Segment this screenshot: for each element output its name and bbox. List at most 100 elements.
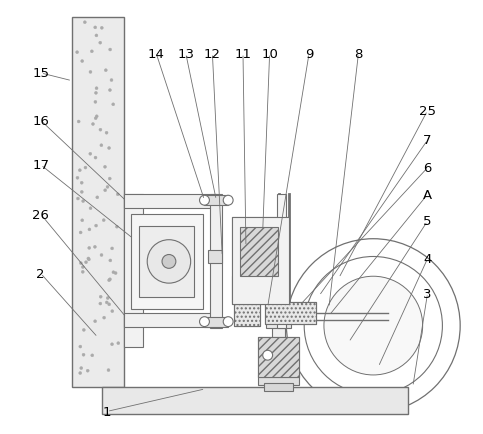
Circle shape <box>108 303 111 306</box>
Bar <box>264 383 293 391</box>
Circle shape <box>102 219 105 222</box>
Text: 1: 1 <box>102 405 111 418</box>
Circle shape <box>99 296 102 299</box>
Circle shape <box>162 255 176 269</box>
Text: 3: 3 <box>423 287 432 300</box>
Circle shape <box>105 132 108 135</box>
Circle shape <box>79 345 82 348</box>
Circle shape <box>78 169 81 172</box>
Text: 11: 11 <box>234 47 252 60</box>
Circle shape <box>79 372 82 375</box>
Bar <box>240 227 278 276</box>
Circle shape <box>79 262 82 265</box>
Bar <box>72 17 124 387</box>
Circle shape <box>77 121 80 124</box>
Bar <box>265 302 316 324</box>
Circle shape <box>76 52 79 55</box>
Circle shape <box>115 226 118 229</box>
Circle shape <box>112 104 114 106</box>
Circle shape <box>88 247 91 250</box>
Circle shape <box>94 118 97 120</box>
Bar <box>266 316 291 328</box>
Circle shape <box>87 257 90 260</box>
Circle shape <box>111 247 114 250</box>
Bar <box>209 250 222 264</box>
Bar <box>211 195 222 328</box>
Bar <box>232 217 289 304</box>
Circle shape <box>94 157 97 160</box>
Circle shape <box>85 261 87 264</box>
Circle shape <box>199 196 210 206</box>
Circle shape <box>116 194 119 196</box>
Circle shape <box>91 123 95 126</box>
Bar <box>204 196 228 206</box>
Bar <box>240 227 278 276</box>
Circle shape <box>87 258 90 261</box>
Text: 6: 6 <box>424 162 432 175</box>
Circle shape <box>95 92 98 95</box>
Circle shape <box>199 317 210 327</box>
Circle shape <box>79 231 82 234</box>
Circle shape <box>263 351 272 360</box>
Circle shape <box>84 167 87 170</box>
Bar <box>265 302 316 324</box>
Circle shape <box>324 276 423 375</box>
Circle shape <box>84 22 86 25</box>
Bar <box>271 324 285 381</box>
Circle shape <box>80 182 83 185</box>
Text: 25: 25 <box>419 105 436 118</box>
Bar <box>234 304 260 326</box>
Text: 16: 16 <box>32 115 49 128</box>
Bar <box>124 195 143 348</box>
Circle shape <box>81 271 84 274</box>
Bar <box>232 276 258 302</box>
Text: 15: 15 <box>32 67 49 80</box>
Circle shape <box>102 316 106 319</box>
Circle shape <box>99 42 102 45</box>
Bar <box>124 313 217 327</box>
Circle shape <box>93 246 97 249</box>
Circle shape <box>76 177 79 180</box>
Circle shape <box>81 219 84 222</box>
Circle shape <box>99 129 102 132</box>
Circle shape <box>104 69 107 72</box>
Text: 17: 17 <box>32 159 49 172</box>
Bar <box>258 338 299 377</box>
Text: 26: 26 <box>32 208 49 221</box>
Circle shape <box>106 297 109 300</box>
Circle shape <box>89 71 92 74</box>
Circle shape <box>108 147 111 150</box>
Bar <box>232 217 289 304</box>
Text: 14: 14 <box>148 47 165 60</box>
Circle shape <box>109 49 112 52</box>
Circle shape <box>105 301 108 304</box>
Circle shape <box>82 353 85 356</box>
Circle shape <box>147 240 191 283</box>
Circle shape <box>95 88 98 90</box>
Circle shape <box>80 367 83 370</box>
Circle shape <box>112 271 115 274</box>
Circle shape <box>117 342 120 345</box>
Circle shape <box>89 153 92 156</box>
Circle shape <box>80 191 83 194</box>
Bar <box>234 304 260 326</box>
Circle shape <box>82 200 85 203</box>
Circle shape <box>108 279 111 282</box>
Text: 13: 13 <box>177 47 194 60</box>
Circle shape <box>94 101 97 104</box>
Bar <box>258 338 299 377</box>
Text: A: A <box>423 188 432 201</box>
Circle shape <box>109 89 112 92</box>
Circle shape <box>95 35 98 38</box>
Circle shape <box>88 228 91 231</box>
Circle shape <box>89 207 92 210</box>
Circle shape <box>100 254 103 257</box>
Bar <box>277 195 286 328</box>
Circle shape <box>81 60 84 63</box>
Circle shape <box>90 51 93 54</box>
Circle shape <box>111 310 114 313</box>
Circle shape <box>100 145 103 148</box>
Circle shape <box>76 197 79 201</box>
Circle shape <box>223 317 233 327</box>
Circle shape <box>111 343 114 346</box>
